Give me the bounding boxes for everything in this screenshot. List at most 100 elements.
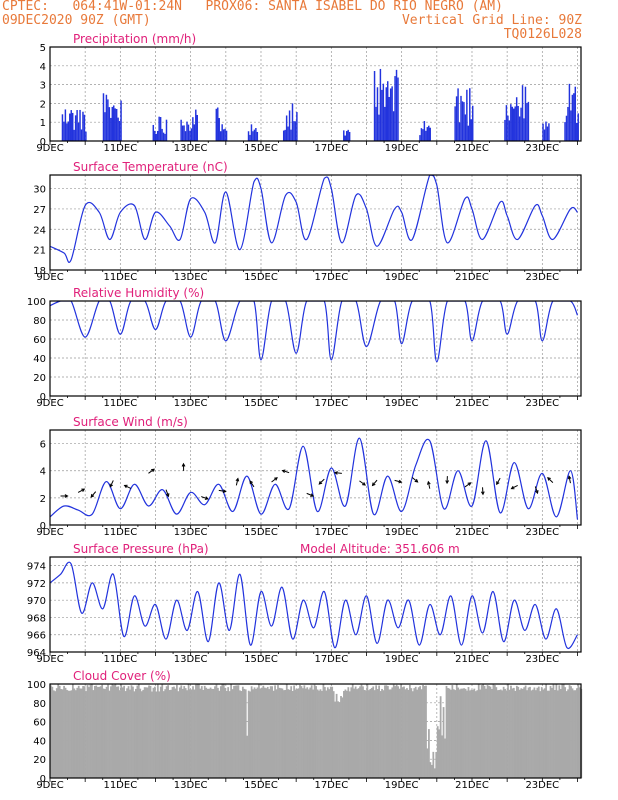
cloud-bar	[134, 688, 137, 778]
cloud-bar	[388, 689, 391, 778]
cloud-bar	[259, 688, 262, 778]
precip-bar	[108, 107, 111, 141]
y-tick-label: 30	[33, 185, 46, 196]
precip-bar	[217, 107, 219, 141]
cloud-bar	[400, 684, 402, 778]
cloud-bar	[491, 688, 493, 778]
cloud-bar	[469, 690, 471, 778]
cloud-bar	[568, 685, 571, 778]
wind-arrow	[371, 479, 378, 487]
wind-arrow	[306, 492, 315, 497]
cloud-bar	[241, 686, 244, 778]
wind-arrow	[218, 489, 227, 493]
cloud-bar	[564, 687, 567, 778]
cloud-bar	[252, 689, 254, 778]
cloud-bar	[171, 687, 174, 778]
precip-bar	[77, 122, 80, 141]
cloud-bar	[300, 686, 303, 778]
precip-bar	[190, 128, 193, 141]
cloud-bar	[309, 687, 312, 778]
cloud-bar	[413, 688, 416, 778]
precip-bar	[161, 128, 163, 141]
cloud-bar	[236, 685, 238, 778]
x-tick-label: 23DEC	[525, 527, 559, 538]
cloud-bar	[136, 685, 139, 778]
cloud-bar	[403, 686, 405, 778]
cloud-bar	[76, 687, 79, 778]
precip-bar	[422, 129, 424, 141]
cloud-bar	[178, 687, 181, 778]
cloud-bar	[496, 690, 499, 778]
precip-bar	[114, 108, 116, 141]
cloud-bar	[287, 689, 290, 778]
cloud-bar	[146, 687, 149, 778]
wind-arrow	[567, 475, 572, 484]
precip-bar	[565, 115, 568, 141]
precip-bar	[546, 126, 549, 141]
cloud-bar	[288, 689, 291, 778]
wind-arrow-shaft	[165, 489, 169, 497]
wind-arrow	[60, 494, 69, 498]
cloud-bar	[389, 689, 392, 778]
cloud-bar	[255, 688, 257, 778]
precip-bar	[69, 113, 71, 141]
cloud-bar	[92, 690, 95, 778]
wind-arrow-head	[81, 488, 86, 492]
x-tick-label: 15DEC	[244, 527, 278, 538]
wind-arrow-head	[371, 482, 376, 487]
precip-bar	[67, 121, 70, 141]
precip-bar	[154, 130, 156, 141]
cloud-bar	[176, 684, 178, 778]
precip-bar	[576, 122, 578, 141]
wind-arrow-head	[426, 480, 431, 485]
wind-arrow-shaft	[427, 481, 431, 489]
cloud-bar	[410, 688, 413, 778]
panel-title: Cloud Cover (%)	[73, 669, 171, 683]
precip-bar	[111, 106, 114, 141]
cloud-bar	[105, 686, 108, 778]
cloud-bar	[337, 701, 339, 778]
cloud-bar	[419, 686, 422, 778]
cloud-bar	[328, 689, 331, 778]
cloud-bar	[408, 684, 411, 778]
wind-arrow-head	[496, 481, 500, 486]
wind-arrow	[123, 484, 132, 489]
cloud-bar	[477, 684, 480, 778]
wind-arrow-head	[204, 496, 209, 500]
x-tick-label: 19DEC	[385, 527, 419, 538]
x-tick-label: 23DEC	[525, 272, 559, 283]
precip-bar	[61, 114, 64, 141]
cloud-bar	[480, 685, 483, 778]
x-tick-label: 21DEC	[455, 527, 489, 538]
x-tick-label: 9DEC	[36, 398, 63, 409]
precip-bar	[63, 121, 65, 141]
wind-arrow	[109, 480, 114, 488]
y-tick-label: 60	[33, 718, 46, 729]
x-tick-label: 9DEC	[36, 272, 63, 283]
cloud-bar	[492, 684, 495, 778]
x-tick-label: 21DEC	[455, 143, 489, 154]
precip-bar	[573, 93, 575, 141]
cloud-bar	[356, 689, 358, 778]
cloud-bar	[365, 690, 367, 778]
cloud-bar	[451, 685, 454, 778]
wind-arrow-shaft	[249, 480, 255, 488]
cloud-bar	[277, 685, 279, 778]
cloud-bar	[318, 690, 320, 778]
precip-bar	[571, 94, 574, 141]
x-tick-label: 23DEC	[525, 780, 559, 791]
wind-arrow-shaft	[534, 486, 539, 494]
precip-bar	[348, 131, 351, 141]
cloud-bar	[93, 685, 96, 778]
wind-arrow	[235, 477, 240, 486]
wind-arrow-shaft	[334, 472, 342, 474]
cloud-bar	[98, 686, 101, 778]
cloud-bar	[86, 685, 89, 778]
panel-temp: 18 21 24 27 30 9DEC 11DEC 13DEC 15DEC 17DEC 19DEC 2…	[33, 160, 582, 283]
cloud-bar	[297, 688, 300, 778]
cloud-bar	[334, 701, 337, 778]
cloud-bar	[536, 687, 539, 778]
precip-bar	[527, 101, 530, 141]
cloud-bar	[381, 688, 383, 778]
cloud-bar	[354, 686, 357, 778]
